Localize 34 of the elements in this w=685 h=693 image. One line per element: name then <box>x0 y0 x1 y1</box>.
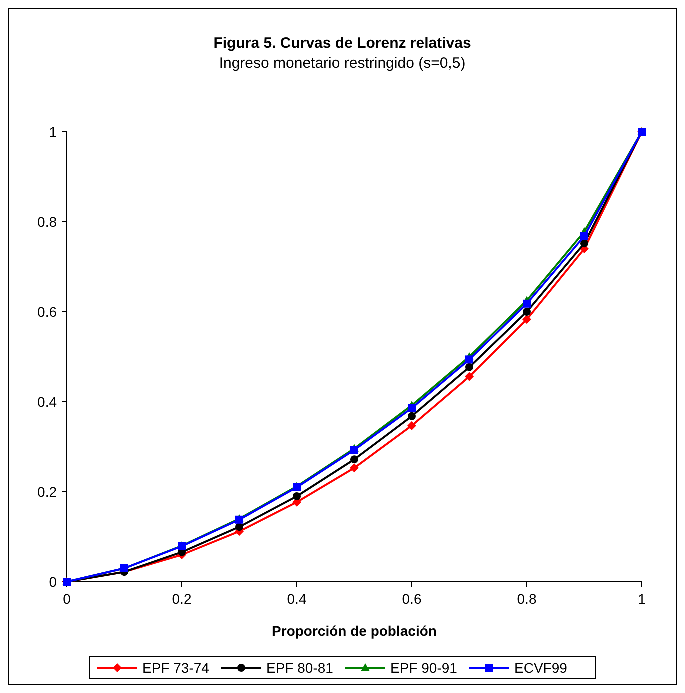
point <box>236 523 244 532</box>
legend-label: ECVF99 <box>514 660 568 676</box>
y-tick-label: 1 <box>49 124 58 140</box>
x-axis-title: Proporción de población <box>272 623 437 639</box>
point <box>293 492 301 500</box>
y-tick-label: 0.6 <box>38 304 58 320</box>
y-tick-label: 0.2 <box>38 484 58 500</box>
point <box>466 356 474 364</box>
point <box>580 232 588 240</box>
point <box>465 372 474 382</box>
chart-title: Figura 5. Curvas de Lorenz relativas <box>214 35 472 52</box>
point <box>408 412 416 420</box>
point <box>408 421 416 430</box>
x-tick-label: 0.6 <box>402 591 422 607</box>
x-tick-label: 1 <box>638 591 646 607</box>
legend-label: EPF 80-81 <box>266 660 334 676</box>
point <box>408 404 416 412</box>
point <box>523 308 531 316</box>
point <box>466 363 474 372</box>
y-tick-label: 0.8 <box>38 214 58 230</box>
point <box>350 456 358 464</box>
x-tick-label: 0 <box>63 591 72 607</box>
point <box>523 300 531 308</box>
legend-label: EPF 73-74 <box>142 660 210 676</box>
x-tick-label: 0.4 <box>287 591 307 607</box>
x-tick-label: 0.2 <box>172 591 192 607</box>
chart-subtitle: Ingreso monetario restringido (s=0,5) <box>219 55 466 72</box>
x-tick-label: 0.8 <box>517 591 537 607</box>
point <box>580 240 588 248</box>
y-tick-label: 0.4 <box>38 394 58 410</box>
y-tick-label: 0 <box>49 574 58 590</box>
legend-label: EPF 90-91 <box>390 660 458 676</box>
point <box>350 464 359 473</box>
point <box>522 315 532 324</box>
